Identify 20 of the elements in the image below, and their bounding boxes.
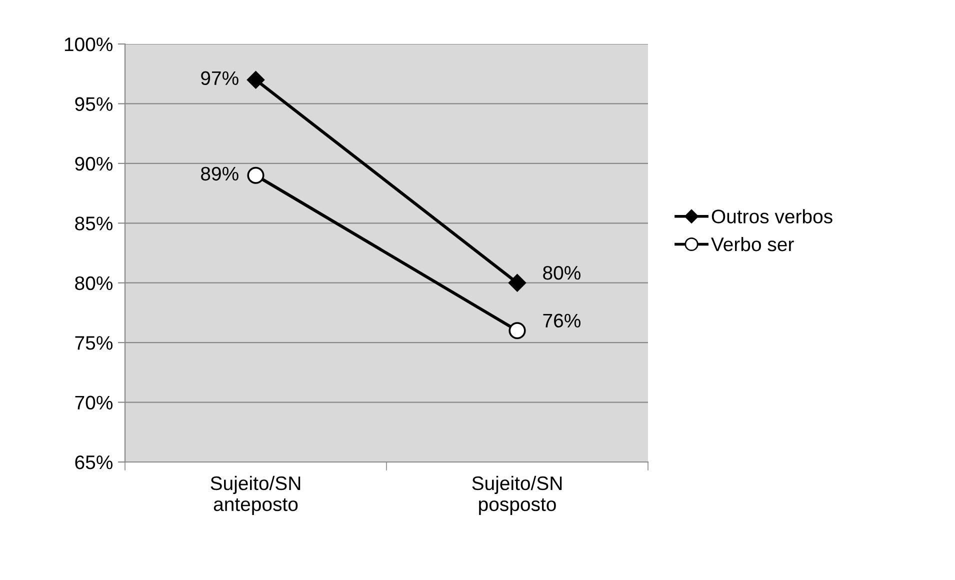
data-label: 89% [201, 166, 238, 181]
x-tick-label: Sujeito/SN anteposto [210, 476, 300, 515]
y-tick-label: 70% [75, 396, 113, 410]
point [246, 71, 265, 89]
y-tick-label: 80% [75, 276, 113, 290]
data-label: 76% [543, 314, 580, 328]
legend-label: Verbo ser [711, 236, 794, 252]
x-tick-label: Sujeito/SN posposto [472, 476, 562, 515]
point [508, 274, 526, 292]
y-tick-label: 100% [64, 37, 113, 52]
y-tick-label: 65% [75, 455, 113, 470]
point [508, 322, 526, 340]
data-label: 97% [201, 71, 238, 86]
y-tick-label: 90% [75, 156, 113, 171]
y-tick-label: 95% [75, 97, 113, 111]
point [247, 166, 264, 184]
data-label: 80% [543, 266, 580, 280]
y-tick-label: 85% [75, 216, 113, 230]
legend-label: Outros verbos [712, 209, 832, 224]
y-tick-label: 75% [75, 336, 113, 350]
